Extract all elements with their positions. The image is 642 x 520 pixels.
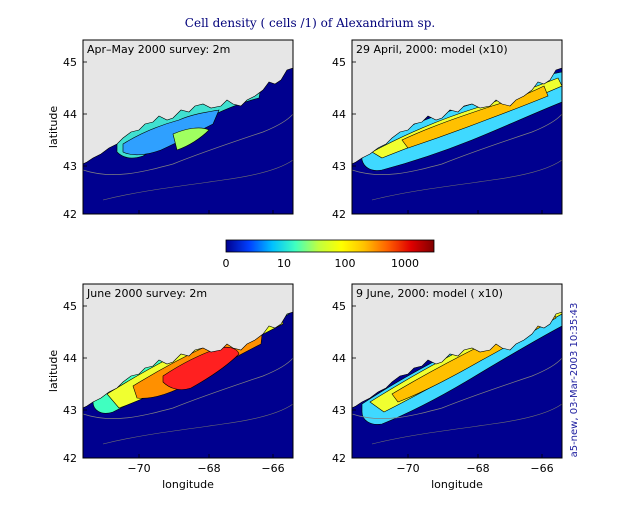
x-tick-label: −70 (396, 462, 419, 475)
bathymetry-contour (371, 403, 562, 445)
x-tick-label: −68 (466, 462, 489, 475)
y-tick-label: 45 (332, 56, 346, 69)
y-tick-label: 42 (332, 452, 346, 465)
colorbar-tick-label: 1000 (391, 257, 419, 270)
plot-frame (351, 283, 563, 459)
panel-label: 29 April, 2000: model (x10) (356, 43, 508, 56)
panel-label: June 2000 survey: 2m (86, 287, 207, 300)
y-tick-label: 44 (332, 352, 346, 365)
density-contour (122, 109, 220, 156)
y-tick-label: 45 (332, 300, 346, 313)
y-axis-label-top: latitude (47, 106, 60, 148)
y-tick-label: 43 (332, 160, 346, 173)
y-tick-label: 44 (63, 352, 77, 365)
y-tick-label: 44 (63, 108, 77, 121)
panel-9-june-model: 45 44 43 42 −70 −68 −66 9 June, 2000: model ( x… (332, 283, 563, 475)
density-contour (162, 346, 240, 390)
colorbar-tick-label: 10 (277, 257, 291, 270)
y-tick-label: 43 (332, 404, 346, 417)
x-tick-label: −70 (127, 462, 150, 475)
land-mass (352, 40, 562, 165)
colorbar-tick-label: 100 (335, 257, 356, 270)
y-tick-label: 45 (63, 300, 77, 313)
timestamp-stamp: a5-new, 03-Mar-2003 10:35:43 (569, 303, 580, 458)
bathymetry-contour (83, 357, 293, 419)
plot-frame (351, 39, 563, 215)
x-tick-label: −68 (197, 462, 220, 475)
x-tick-label: −66 (261, 462, 284, 475)
x-axis-label-right: longitude (431, 478, 483, 491)
field-layer (352, 284, 562, 445)
bathymetry-contour (83, 113, 293, 175)
x-axis-label-left: longitude (162, 478, 214, 491)
land-mass (352, 284, 562, 409)
bathymetry-contour (352, 357, 562, 419)
field-layer (83, 284, 293, 445)
bathymetry-contour (102, 403, 293, 445)
panel-apr-may-survey: 45 44 43 42 Apr–May 2000 survey: 2m (63, 39, 294, 221)
panel-label: 9 June, 2000: model ( x10) (356, 287, 503, 300)
x-tick-label: −66 (530, 462, 553, 475)
panel-label: Apr–May 2000 survey: 2m (87, 43, 230, 56)
panel-june-survey: 45 44 43 42 −70 −68 −66 June 2000 survey: 2m (63, 283, 294, 475)
panel-29-april-model: 45 44 43 42 29 April, 2000: model (x10) (332, 39, 563, 221)
y-tick-label: 42 (332, 208, 346, 221)
y-tick-label: 45 (63, 56, 77, 69)
figure-title: Cell density ( cells /1) of Alexandrium … (185, 16, 435, 30)
land-mass (83, 284, 293, 409)
y-tick-label: 42 (63, 208, 77, 221)
field-layer (83, 40, 293, 201)
y-tick-label: 43 (63, 160, 77, 173)
plot-frame (82, 283, 294, 459)
bathymetry-contour (102, 159, 293, 201)
land-mass (83, 40, 293, 165)
colorbar-tick-label: 0 (223, 257, 230, 270)
y-tick-label: 42 (63, 452, 77, 465)
bathymetry-contour (371, 159, 562, 201)
colorbar-gradient (225, 239, 435, 253)
y-tick-label: 43 (63, 404, 77, 417)
density-contour (172, 127, 210, 151)
y-tick-label: 44 (332, 108, 346, 121)
bathymetry-contour (352, 113, 562, 175)
field-layer (352, 40, 562, 201)
plot-frame (82, 39, 294, 215)
y-axis-label-bottom: latitude (47, 350, 60, 392)
colorbar: 0 10 100 1000 (223, 239, 435, 270)
